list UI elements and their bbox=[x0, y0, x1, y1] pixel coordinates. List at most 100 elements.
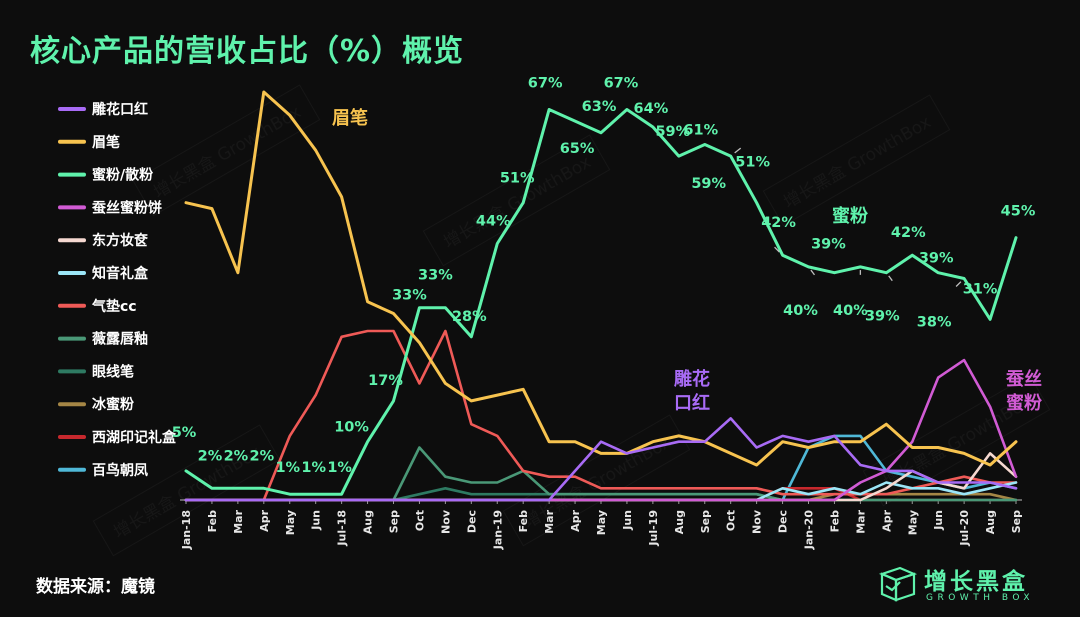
data-label: 1% bbox=[301, 460, 326, 476]
brand-logo: 增长黑盒 GROWTH BOX bbox=[874, 560, 1054, 610]
x-tick-label: Dec bbox=[465, 510, 478, 533]
series-annotation: 口红 bbox=[674, 392, 710, 414]
data-label: 39% bbox=[811, 237, 846, 253]
series-annotation: 眉笔 bbox=[332, 107, 368, 129]
x-tick-label: Sep bbox=[699, 510, 712, 533]
data-label: 17% bbox=[368, 373, 403, 389]
legend-label: 知音礼盒 bbox=[92, 265, 149, 282]
data-label: 67% bbox=[604, 75, 639, 91]
x-tick-label: Jun bbox=[932, 510, 945, 531]
data-label: 64% bbox=[634, 101, 669, 117]
x-tick-label: Aug bbox=[984, 510, 997, 534]
chart-title: 核心产品的营收占比（%）概览 bbox=[30, 34, 465, 69]
x-tick-label: Jan-20 bbox=[803, 510, 816, 551]
x-tick-label: Nov bbox=[751, 509, 764, 534]
data-label: 31% bbox=[963, 281, 998, 297]
data-label: 67% bbox=[528, 75, 563, 91]
x-tick-label: May bbox=[906, 510, 919, 535]
data-label: 40% bbox=[833, 303, 868, 319]
x-tick-label: Jul-18 bbox=[336, 510, 349, 547]
x-tick-label: Feb bbox=[517, 510, 530, 533]
x-tick-label: Apr bbox=[880, 509, 893, 531]
data-label: 59% bbox=[691, 176, 726, 192]
x-tick-label: Aug bbox=[673, 510, 686, 534]
series-annotation: 蚕丝 bbox=[1005, 368, 1042, 390]
logo-text-cn: 增长黑盒 bbox=[924, 569, 1028, 595]
series-line bbox=[184, 90, 1018, 467]
data-label: 42% bbox=[891, 225, 926, 241]
legend-label: 薇露唇釉 bbox=[92, 331, 148, 348]
data-source: 数据来源：魔镜 bbox=[36, 577, 155, 597]
label-leader bbox=[955, 281, 962, 287]
label-leader bbox=[888, 275, 893, 282]
x-tick-label: Aug bbox=[362, 510, 375, 534]
data-label: 39% bbox=[919, 251, 954, 267]
legend-label: 眼线笔 bbox=[92, 363, 134, 380]
legend-label: 西湖印记礼盒 bbox=[92, 429, 177, 446]
legend-label: 蜜粉/散粉 bbox=[92, 167, 153, 184]
x-tick-label: Jan-18 bbox=[180, 510, 193, 550]
data-label: 51% bbox=[500, 171, 535, 187]
legend-label: 气垫cc bbox=[91, 298, 137, 315]
data-label: 61% bbox=[683, 122, 718, 138]
series-annotation: 雕花 bbox=[674, 368, 710, 390]
x-tick-label: Jul-19 bbox=[647, 510, 660, 547]
label-leader bbox=[734, 147, 742, 154]
series-line bbox=[184, 108, 1018, 496]
data-label: 1% bbox=[275, 460, 300, 476]
data-label: 1% bbox=[327, 460, 352, 476]
legend-label: 蚕丝蜜粉饼 bbox=[91, 199, 162, 216]
x-tick-label: May bbox=[595, 510, 608, 535]
x-tick-label: Sep bbox=[1010, 510, 1023, 533]
data-label: 2% bbox=[250, 448, 275, 464]
label-leader bbox=[810, 269, 816, 276]
data-label: 59% bbox=[655, 124, 690, 140]
x-tick-label: Mar bbox=[854, 509, 867, 533]
legend-label: 眉笔 bbox=[92, 134, 120, 151]
data-label: 39% bbox=[865, 309, 900, 325]
x-tick-label: Oct bbox=[725, 510, 738, 531]
data-label: 45% bbox=[1001, 204, 1036, 220]
data-label: 33% bbox=[418, 268, 453, 284]
data-label: 38% bbox=[917, 315, 952, 331]
data-label: 5% bbox=[172, 425, 197, 441]
legend-label: 东方妆奁 bbox=[92, 232, 149, 249]
box-logo-icon bbox=[878, 566, 918, 602]
data-label: 51% bbox=[735, 155, 770, 171]
x-tick-label: Jan-19 bbox=[491, 510, 504, 550]
series-annotation: 蜜粉 bbox=[832, 205, 868, 227]
x-tick-label: Jun bbox=[310, 510, 323, 531]
x-tick-label: Nov bbox=[439, 509, 452, 534]
data-label: 28% bbox=[452, 309, 487, 325]
data-label: 33% bbox=[392, 288, 427, 304]
x-tick-label: Feb bbox=[828, 510, 841, 533]
data-label: 44% bbox=[476, 214, 511, 230]
series-line bbox=[184, 417, 1018, 502]
legend-label: 百鸟朝凤 bbox=[92, 462, 148, 479]
legend-label: 雕花口红 bbox=[92, 101, 148, 118]
logo-text-en: GROWTH BOX bbox=[926, 593, 1035, 603]
x-tick-label: Jul-20 bbox=[958, 510, 971, 547]
x-tick-label: Dec bbox=[777, 510, 790, 533]
data-label: 2% bbox=[198, 448, 223, 464]
data-label: 42% bbox=[761, 215, 796, 231]
x-tick-label: Apr bbox=[258, 509, 271, 531]
data-label: 40% bbox=[783, 303, 818, 319]
x-tick-label: Apr bbox=[569, 509, 582, 531]
x-tick-label: Mar bbox=[543, 509, 556, 533]
x-tick-label: May bbox=[284, 510, 297, 535]
x-tick-label: Sep bbox=[388, 510, 401, 533]
x-tick-label: Mar bbox=[232, 509, 245, 533]
legend-label: 冰蜜粉 bbox=[92, 396, 134, 413]
x-tick-label: Feb bbox=[206, 510, 219, 533]
data-label: 65% bbox=[560, 141, 595, 157]
series-line bbox=[184, 329, 1018, 502]
label-leader bbox=[774, 246, 780, 253]
series-annotation: 蜜粉 bbox=[1006, 392, 1042, 414]
data-label: 2% bbox=[224, 448, 249, 464]
x-tick-label: Oct bbox=[413, 510, 426, 531]
data-label: 10% bbox=[334, 420, 369, 436]
data-label: 63% bbox=[582, 99, 617, 115]
x-tick-label: Jun bbox=[621, 510, 634, 531]
